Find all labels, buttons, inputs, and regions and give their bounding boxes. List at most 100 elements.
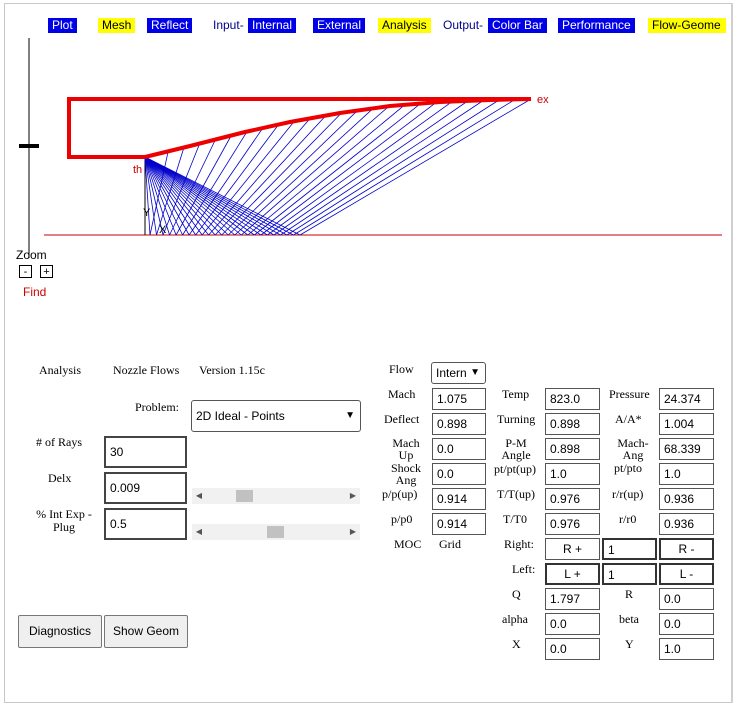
analysis-button[interactable]: Analysis xyxy=(378,18,431,33)
performance-button[interactable]: Performance xyxy=(558,18,635,33)
mach-field[interactable]: 1.075 xyxy=(432,388,486,410)
ray-line xyxy=(241,105,390,236)
area-ratio-field[interactable]: 1.004 xyxy=(659,413,714,435)
ray-line xyxy=(144,156,281,236)
intexp-slider-thumb[interactable] xyxy=(267,526,284,538)
delx-slider[interactable]: ◀ ▶ xyxy=(192,488,360,504)
mesh-button[interactable]: Mesh xyxy=(98,18,136,33)
shock-angle-field[interactable]: 0.0 xyxy=(432,463,486,485)
problem-select[interactable]: 2D Ideal - Points ▼ xyxy=(191,400,361,432)
throat-label: th xyxy=(133,164,142,176)
ray-line xyxy=(280,99,484,236)
right-minus-button[interactable]: R - xyxy=(659,538,714,560)
ray-line xyxy=(144,156,190,236)
temp-field[interactable]: 823.0 xyxy=(545,388,600,410)
intexp-input[interactable]: 0.5 xyxy=(104,508,187,540)
zoom-slider-handle[interactable] xyxy=(19,144,39,148)
delx-input[interactable]: 0.009 xyxy=(104,472,187,504)
p-pup-label: p/p(up) xyxy=(382,487,418,501)
t-t0-field[interactable]: 0.976 xyxy=(545,513,600,535)
intexp-label: % Int Exp - Plug xyxy=(36,507,92,534)
color-bar-button[interactable]: Color Bar xyxy=(488,18,547,33)
scroll-left-icon[interactable]: ◀ xyxy=(195,491,203,500)
external-button[interactable]: External xyxy=(313,18,366,33)
flow-geometry-button[interactable]: Flow-Geome xyxy=(648,18,726,33)
characteristic-rays xyxy=(144,98,532,236)
beta-field[interactable]: 0.0 xyxy=(659,613,714,635)
zoom-out-button[interactable]: - xyxy=(19,265,32,278)
show-geom-button[interactable]: Show Geom xyxy=(104,615,188,648)
ray-line xyxy=(260,101,437,236)
version-label: Version 1.15c xyxy=(199,363,265,377)
find-button[interactable]: Find xyxy=(23,285,47,299)
zoom-in-button[interactable]: + xyxy=(40,265,53,278)
left-minus-button[interactable]: L - xyxy=(659,563,714,585)
x-field[interactable]: 0.0 xyxy=(545,638,600,660)
rays-input[interactable]: 30 xyxy=(104,436,187,468)
alpha-label: alpha xyxy=(502,612,528,626)
deflect-field[interactable]: 0.898 xyxy=(432,413,486,435)
ray-line xyxy=(195,124,279,236)
p-pup-field[interactable]: 0.914 xyxy=(432,488,486,510)
temp-label: Temp xyxy=(502,387,530,401)
right-plus-button[interactable]: R + xyxy=(545,538,600,560)
scroll-right-icon[interactable]: ▶ xyxy=(349,527,357,536)
ray-line xyxy=(208,118,311,236)
x-axis-label: X xyxy=(159,224,167,236)
ray-line xyxy=(144,156,288,236)
scroll-left-icon[interactable]: ◀ xyxy=(195,527,203,536)
rays-label: # of Rays xyxy=(36,435,82,449)
flow-value: Intern xyxy=(436,366,467,380)
r-rup-field[interactable]: 0.936 xyxy=(659,488,714,510)
pt-pto-label: pt/pto xyxy=(614,461,643,475)
t-tup-label: T/T(up) xyxy=(497,487,535,501)
moc-label: MOC xyxy=(394,537,422,551)
ray-line xyxy=(144,156,242,236)
alpha-field[interactable]: 0.0 xyxy=(545,613,600,635)
delx-label: Delx xyxy=(48,471,72,485)
diagnostics-button[interactable]: Diagnostics xyxy=(18,615,102,648)
plot-button[interactable]: Plot xyxy=(48,18,77,33)
pt-ptup-field[interactable]: 1.0 xyxy=(545,463,600,485)
ray-line xyxy=(144,156,157,236)
exit-label: ex xyxy=(537,94,549,106)
ray-line xyxy=(267,101,453,236)
delx-slider-thumb[interactable] xyxy=(236,490,253,502)
y-axis-label: Y xyxy=(143,207,151,219)
intexp-slider[interactable]: ◀ ▶ xyxy=(192,524,360,540)
scroll-right-icon[interactable]: ▶ xyxy=(349,491,357,500)
ray-line xyxy=(144,156,210,236)
pt-pto-field[interactable]: 1.0 xyxy=(659,463,714,485)
mach-up-field[interactable]: 0.0 xyxy=(432,438,486,460)
problem-value: 2D Ideal - Points xyxy=(196,409,285,423)
nozzle-plot[interactable]: ex th Y X xyxy=(0,0,738,300)
left-step-input[interactable]: 1 xyxy=(602,563,657,585)
right-step-input[interactable]: 1 xyxy=(602,538,657,560)
internal-button[interactable]: Internal xyxy=(248,18,297,33)
turning-field[interactable]: 0.898 xyxy=(545,413,600,435)
r-r0-field[interactable]: 0.936 xyxy=(659,513,714,535)
p-p0-field[interactable]: 0.914 xyxy=(432,513,486,535)
pt-ptup-label: pt/pt(up) xyxy=(494,462,536,476)
mach-angle-field[interactable]: 68.339 xyxy=(659,438,714,460)
pm-angle-field[interactable]: 0.898 xyxy=(545,438,600,460)
output-label: Output- xyxy=(443,18,484,32)
r-field[interactable]: 0.0 xyxy=(659,588,714,610)
left-label: Left: xyxy=(512,562,536,576)
ray-line xyxy=(221,112,342,236)
pressure-field[interactable]: 24.374 xyxy=(659,388,714,410)
reflect-button[interactable]: Reflect xyxy=(147,18,193,33)
flow-select[interactable]: Intern ▼ xyxy=(431,362,486,384)
y-field[interactable]: 1.0 xyxy=(659,638,714,660)
ray-line xyxy=(144,156,151,236)
flow-label: Flow xyxy=(389,362,414,376)
left-plus-button[interactable]: L + xyxy=(545,563,600,585)
mach-label: Mach xyxy=(388,387,416,401)
q-field[interactable]: 1.797 xyxy=(545,588,600,610)
ray-line xyxy=(254,103,421,236)
t-tup-field[interactable]: 0.976 xyxy=(545,488,600,510)
pressure-label: Pressure xyxy=(609,387,650,401)
ray-line xyxy=(144,156,301,236)
ray-line xyxy=(144,156,236,236)
analysis-title: Analysis xyxy=(39,363,81,377)
